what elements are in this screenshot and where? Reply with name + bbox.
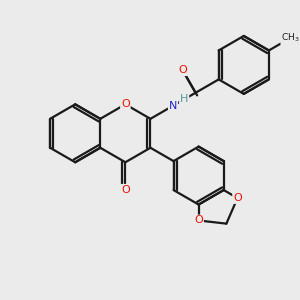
- Text: CH$_3$: CH$_3$: [281, 32, 299, 44]
- Text: O: O: [233, 193, 242, 203]
- Text: O: O: [194, 215, 203, 226]
- Text: O: O: [178, 65, 187, 75]
- Text: O: O: [121, 185, 130, 195]
- Text: O: O: [121, 99, 130, 109]
- Text: H: H: [180, 94, 188, 104]
- Text: N: N: [169, 101, 177, 111]
